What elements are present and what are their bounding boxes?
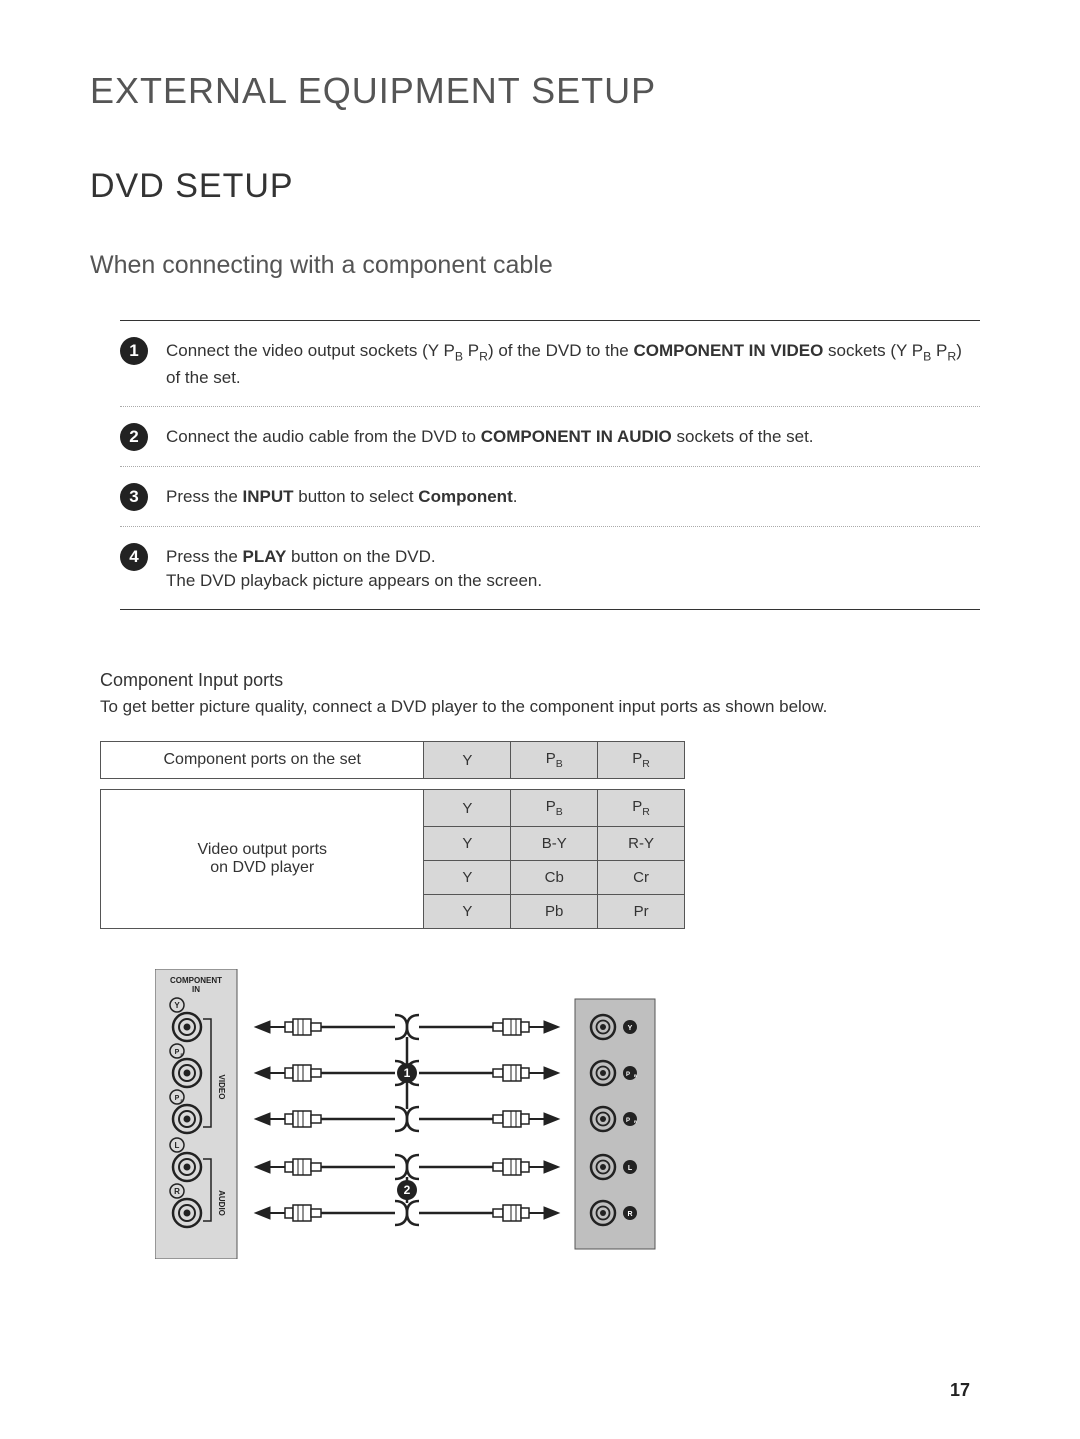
step-text: Press the INPUT button to select Compone… <box>166 482 517 510</box>
diagram-svg: COMPONENT IN Y P B P R VIDEO <box>155 969 675 1259</box>
table-cell: Pr <box>598 895 685 929</box>
step-number-badge: 1 <box>120 337 148 365</box>
svg-text:R: R <box>174 1187 180 1196</box>
subsection-title: When connecting with a component cable <box>90 251 990 280</box>
step-number-badge: 2 <box>120 423 148 451</box>
ports-description: To get better picture quality, connect a… <box>100 697 990 717</box>
svg-text:B: B <box>634 1073 637 1078</box>
table-cell: Y <box>424 790 511 827</box>
table-cell: Cb <box>511 861 598 895</box>
dvd-ports-table: Video output portson DVD player Y PB PR … <box>100 789 685 929</box>
table-cell: Y <box>424 861 511 895</box>
page-title: EXTERNAL EQUIPMENT SETUP <box>90 70 990 112</box>
component-ports-table: Component ports on the set Y PB PR <box>100 741 685 779</box>
table-row-label: Component ports on the set <box>101 742 424 779</box>
svg-text:COMPONENT: COMPONENT <box>170 976 222 985</box>
step-text: Connect the audio cable from the DVD to … <box>166 422 814 450</box>
step-row: 3 Press the INPUT button to select Compo… <box>120 466 980 526</box>
svg-text:IN: IN <box>192 985 200 994</box>
step-row: 1 Connect the video output sockets (Y PB… <box>120 321 980 406</box>
svg-text:P: P <box>626 1072 630 1078</box>
step-text: Connect the video output sockets (Y PB P… <box>166 336 980 391</box>
callout-1: 1 <box>404 1066 411 1080</box>
ports-tables: Component ports on the set Y PB PR Video… <box>100 741 685 929</box>
svg-text:Y: Y <box>174 1001 180 1010</box>
ports-heading: Component Input ports <box>100 670 990 691</box>
callout-2: 2 <box>404 1183 411 1197</box>
section-title: DVD SETUP <box>90 167 990 206</box>
step-number-badge: 4 <box>120 543 148 571</box>
step-text: Press the PLAY button on the DVD.The DVD… <box>166 542 542 594</box>
cables: 1 2 <box>255 1015 559 1225</box>
svg-text:P: P <box>175 1049 180 1056</box>
step-row: 4 Press the PLAY button on the DVD.The D… <box>120 526 980 609</box>
svg-text:Y: Y <box>628 1025 633 1032</box>
table-cell: PB <box>511 790 598 827</box>
table-cell: Y <box>424 742 511 779</box>
table-row-label: Video output portson DVD player <box>101 790 424 929</box>
table-cell: Y <box>424 827 511 861</box>
svg-text:L: L <box>175 1141 180 1150</box>
table-cell: B-Y <box>511 827 598 861</box>
steps-list: 1 Connect the video output sockets (Y PB… <box>120 320 980 610</box>
svg-text:P: P <box>175 1095 180 1102</box>
table-cell: Cr <box>598 861 685 895</box>
svg-text:P: P <box>626 1118 630 1124</box>
table-cell: R-Y <box>598 827 685 861</box>
step-number-badge: 3 <box>120 483 148 511</box>
svg-text:B: B <box>181 1052 184 1057</box>
table-cell: Pb <box>511 895 598 929</box>
svg-text:VIDEO: VIDEO <box>217 1075 226 1100</box>
svg-text:R: R <box>634 1119 637 1124</box>
svg-text:L: L <box>628 1165 633 1172</box>
page-number: 17 <box>950 1380 970 1401</box>
table-cell: PB <box>511 742 598 779</box>
svg-text:R: R <box>627 1211 632 1218</box>
svg-text:AUDIO: AUDIO <box>217 1190 226 1216</box>
svg-text:R: R <box>181 1098 184 1103</box>
table-cell: PR <box>598 790 685 827</box>
table-cell: Y <box>424 895 511 929</box>
table-cell: PR <box>598 742 685 779</box>
connection-diagram: COMPONENT IN Y P B P R VIDEO <box>155 969 990 1264</box>
step-row: 2 Connect the audio cable from the DVD t… <box>120 406 980 466</box>
